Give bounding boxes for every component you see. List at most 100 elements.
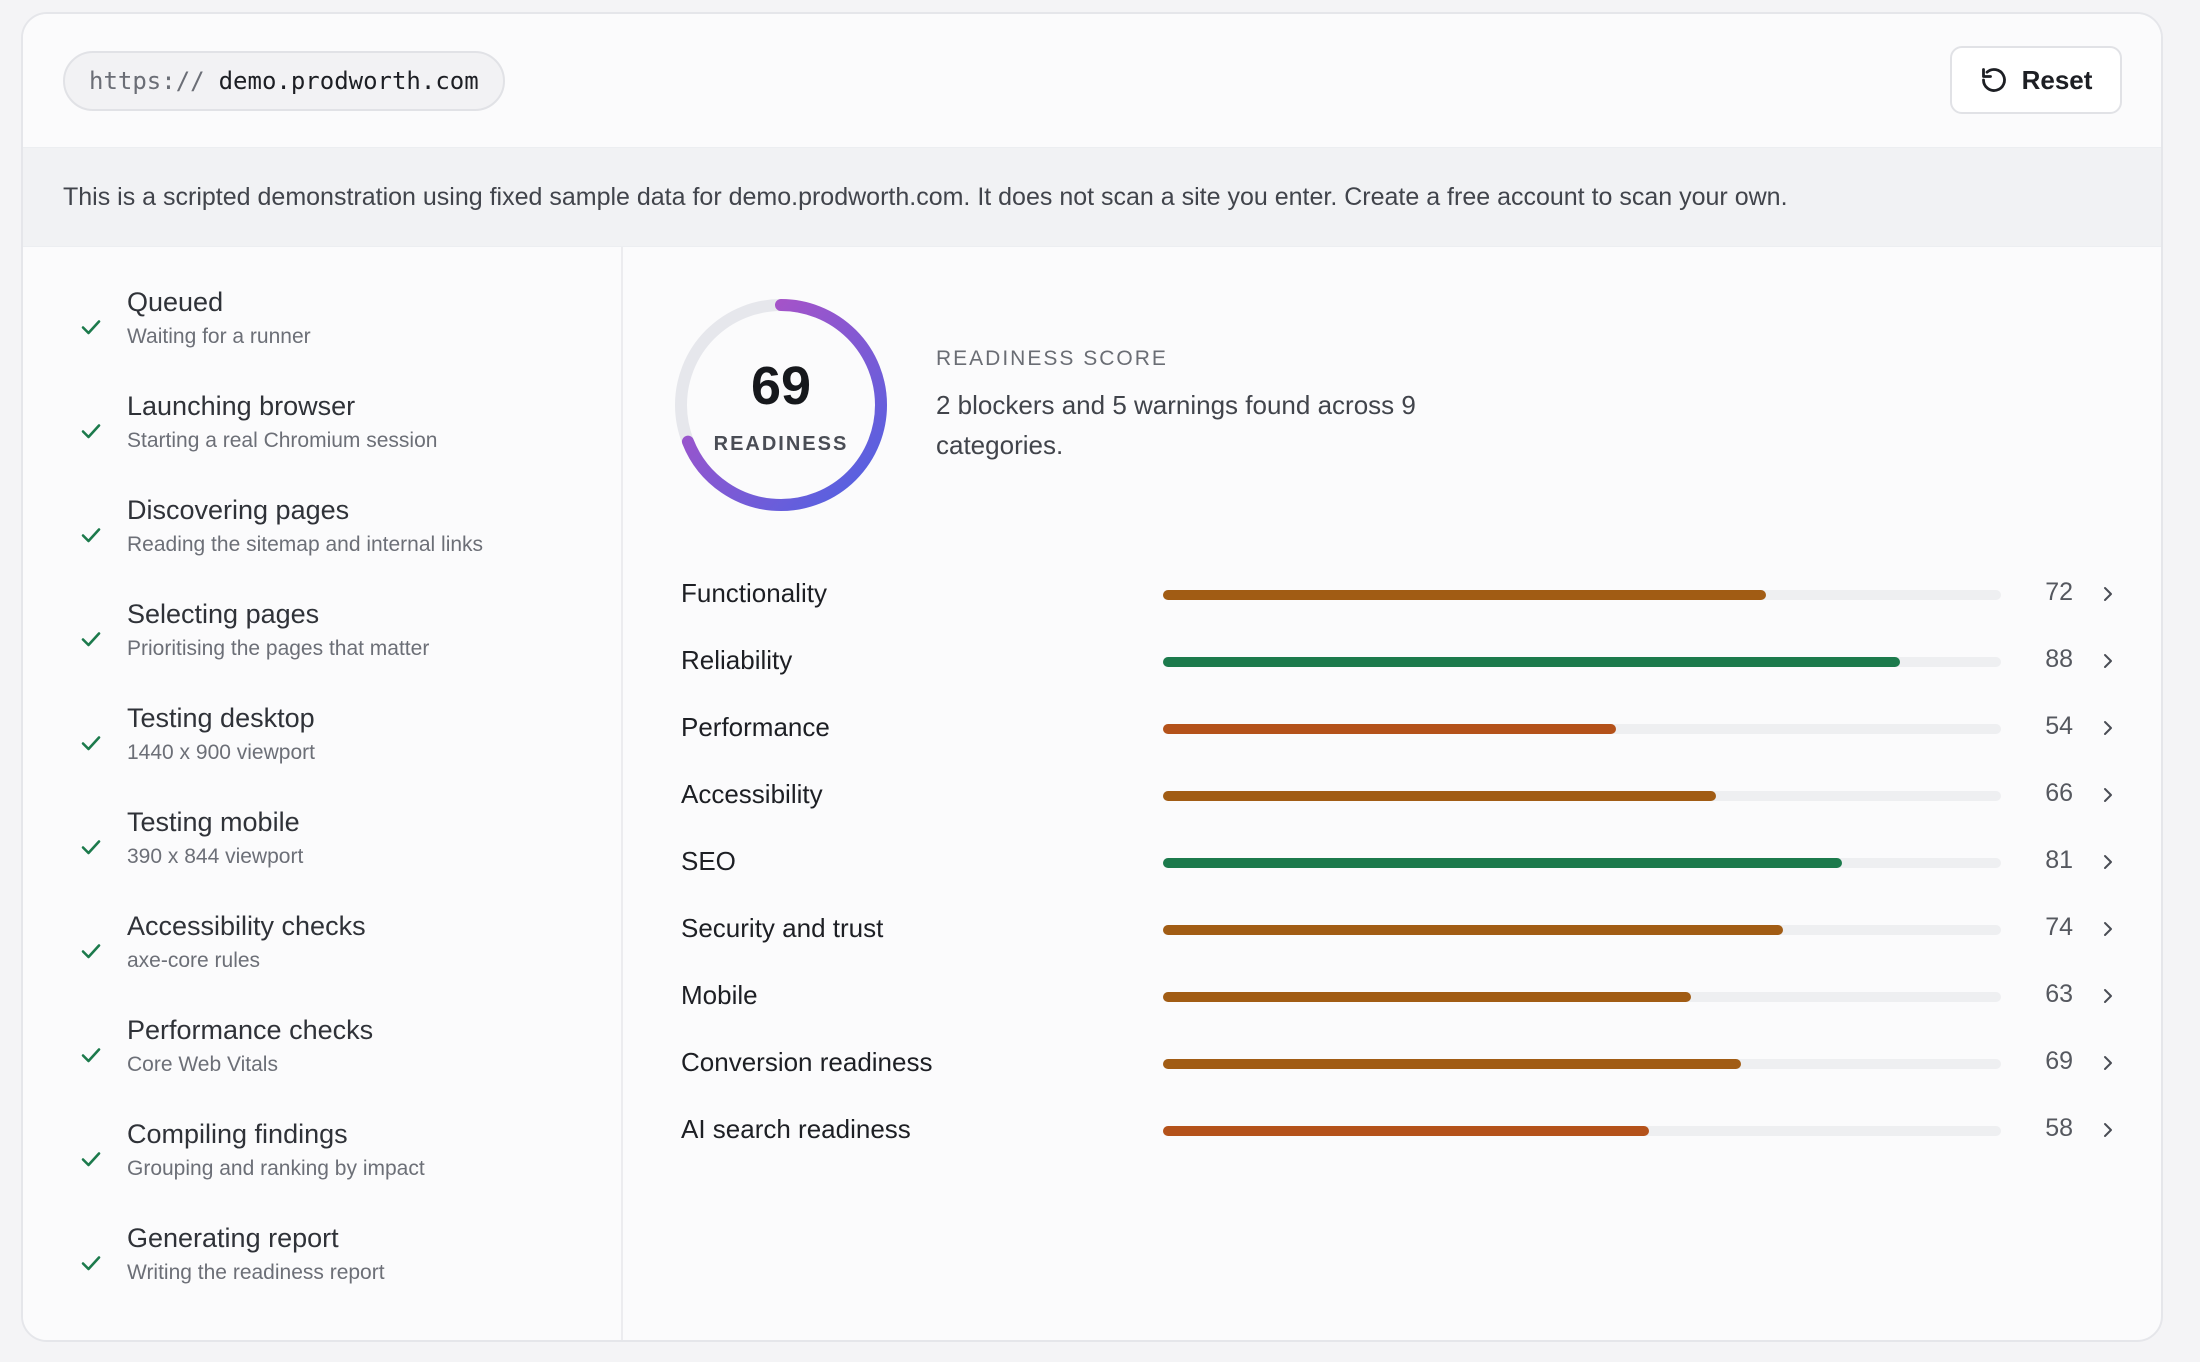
check-icon: [81, 632, 101, 647]
category-row[interactable]: Performance 54: [663, 698, 2133, 758]
chevron-right-icon: [2104, 788, 2112, 802]
score-eyebrow: READINESS SCORE: [936, 347, 1168, 370]
step-title: Testing mobile: [127, 807, 300, 837]
progress-step: Performance checks Core Web Vitals: [23, 1013, 623, 1103]
category-score: 81: [2045, 846, 2073, 874]
category-row[interactable]: Conversion readiness 69: [663, 1033, 2133, 1093]
chevron-right-icon: [2104, 1123, 2112, 1137]
reset-label: Reset: [2021, 64, 2093, 95]
topbar: https:// demo.prodworth.com Reset: [23, 14, 2161, 147]
step-subtitle: Reading the sitemap and internal links: [127, 533, 484, 556]
category-bar-track: [1163, 657, 2001, 667]
category-bar-fill: [1163, 858, 1842, 868]
category-score: 54: [2045, 712, 2073, 740]
step-subtitle: Core Web Vitals: [127, 1053, 278, 1076]
category-name: AI search readiness: [681, 1114, 911, 1144]
step-title: Compiling findings: [127, 1119, 348, 1149]
progress-step: Compiling findings Grouping and ranking b…: [23, 1117, 623, 1207]
step-subtitle: Starting a real Chromium session: [127, 429, 438, 452]
step-subtitle: Writing the readiness report: [127, 1261, 385, 1284]
demo-notice: This is a scripted demonstration using f…: [23, 147, 2161, 247]
category-bar-track: [1163, 791, 2001, 801]
check-icon: [81, 1048, 101, 1063]
step-subtitle: 390 x 844 viewport: [127, 845, 304, 868]
category-name: Mobile: [681, 980, 758, 1010]
step-subtitle: Prioritising the pages that matter: [127, 637, 430, 660]
check-icon: [81, 424, 101, 439]
step-subtitle: 1440 x 900 viewport: [127, 741, 315, 764]
rotate-ccw-icon: [1981, 68, 2006, 92]
reset-button[interactable]: Reset: [1950, 46, 2122, 114]
chevron-right-icon: [2104, 989, 2112, 1003]
step-title: Generating report: [127, 1223, 339, 1253]
category-row[interactable]: SEO 81: [663, 832, 2133, 892]
category-row[interactable]: Reliability 88: [663, 631, 2133, 691]
check-icon: [81, 736, 101, 751]
score-summary: 2 blockers and 5 warnings found across 9…: [936, 390, 1416, 460]
results-panel: 69 READINESS READINESS SCORE 2 blockers …: [623, 247, 2161, 1340]
step-title: Discovering pages: [127, 495, 350, 525]
progress-step: Testing desktop 1440 x 900 viewport: [23, 701, 623, 791]
url-scheme: https://: [89, 67, 205, 95]
progress-step: Testing mobile 390 x 844 viewport: [23, 805, 623, 895]
check-icon: [81, 1152, 101, 1167]
url-display: https:// demo.prodworth.com: [63, 51, 505, 111]
category-bar-fill: [1163, 1126, 1650, 1136]
category-bar-track: [1163, 1059, 2001, 1069]
chevron-right-icon: [2104, 855, 2112, 869]
gauge-arc: [675, 299, 887, 511]
category-name: Functionality: [681, 578, 827, 608]
chevron-right-icon: [2104, 922, 2112, 936]
chevron-right-icon: [2104, 654, 2112, 668]
category-bar-fill: [1163, 590, 1767, 600]
category-bar-fill: [1163, 992, 1691, 1002]
scan-demo-card: https:// demo.prodworth.com Reset This i…: [21, 12, 2163, 1342]
category-bar-fill: [1163, 657, 1901, 667]
step-subtitle: Grouping and ranking by impact: [127, 1157, 425, 1180]
step-title: Testing desktop: [127, 703, 315, 733]
step-title: Queued: [127, 287, 224, 317]
step-subtitle: Waiting for a runner: [127, 325, 311, 348]
category-bar-fill: [1163, 1059, 1742, 1069]
category-row[interactable]: Mobile 63: [663, 966, 2133, 1026]
category-bar-track: [1163, 858, 2001, 868]
category-bar-track: [1163, 724, 2001, 734]
readiness-score-value: 69: [750, 356, 812, 416]
category-name: SEO: [681, 846, 736, 876]
chevron-right-icon: [2104, 587, 2112, 601]
category-bar-track: [1163, 590, 2001, 600]
category-score: 66: [2045, 779, 2073, 807]
step-title: Launching browser: [127, 391, 356, 421]
category-name: Security and trust: [681, 913, 884, 943]
progress-step: Selecting pages Prioritising the pages th…: [23, 597, 623, 687]
category-row[interactable]: Security and trust 74: [663, 899, 2133, 959]
category-name: Reliability: [681, 645, 793, 675]
category-score: 72: [2045, 578, 2073, 606]
progress-step: Discovering pages Reading the sitemap and…: [23, 493, 623, 583]
progress-step: Launching browser Starting a real Chromiu…: [23, 389, 623, 479]
category-score: 63: [2045, 980, 2073, 1008]
check-icon: [81, 528, 101, 543]
category-row[interactable]: Accessibility 66: [663, 765, 2133, 825]
category-row[interactable]: AI search readiness 58: [663, 1100, 2133, 1160]
check-icon: [81, 320, 101, 335]
category-bar-track: [1163, 925, 2001, 935]
progress-step: Generating report Writing the readiness r…: [23, 1221, 623, 1311]
progress-step: Accessibility checks axe-core rules: [23, 909, 623, 999]
category-score: 58: [2045, 1114, 2073, 1142]
category-score: 69: [2045, 1047, 2073, 1075]
category-score: 74: [2045, 913, 2073, 941]
category-bar-track: [1163, 1126, 2001, 1136]
category-bar-track: [1163, 992, 2001, 1002]
step-title: Selecting pages: [127, 599, 320, 629]
check-icon: [81, 944, 101, 959]
category-bar-fill: [1163, 724, 1616, 734]
step-title: Performance checks: [127, 1015, 374, 1045]
chevron-right-icon: [2104, 1056, 2112, 1070]
check-icon: [81, 840, 101, 855]
step-subtitle: axe-core rules: [127, 949, 261, 972]
chevron-right-icon: [2104, 721, 2112, 735]
check-icon: [81, 1256, 101, 1271]
progress-step: Queued Waiting for a runner: [23, 285, 623, 375]
category-row[interactable]: Functionality 72: [663, 564, 2133, 624]
